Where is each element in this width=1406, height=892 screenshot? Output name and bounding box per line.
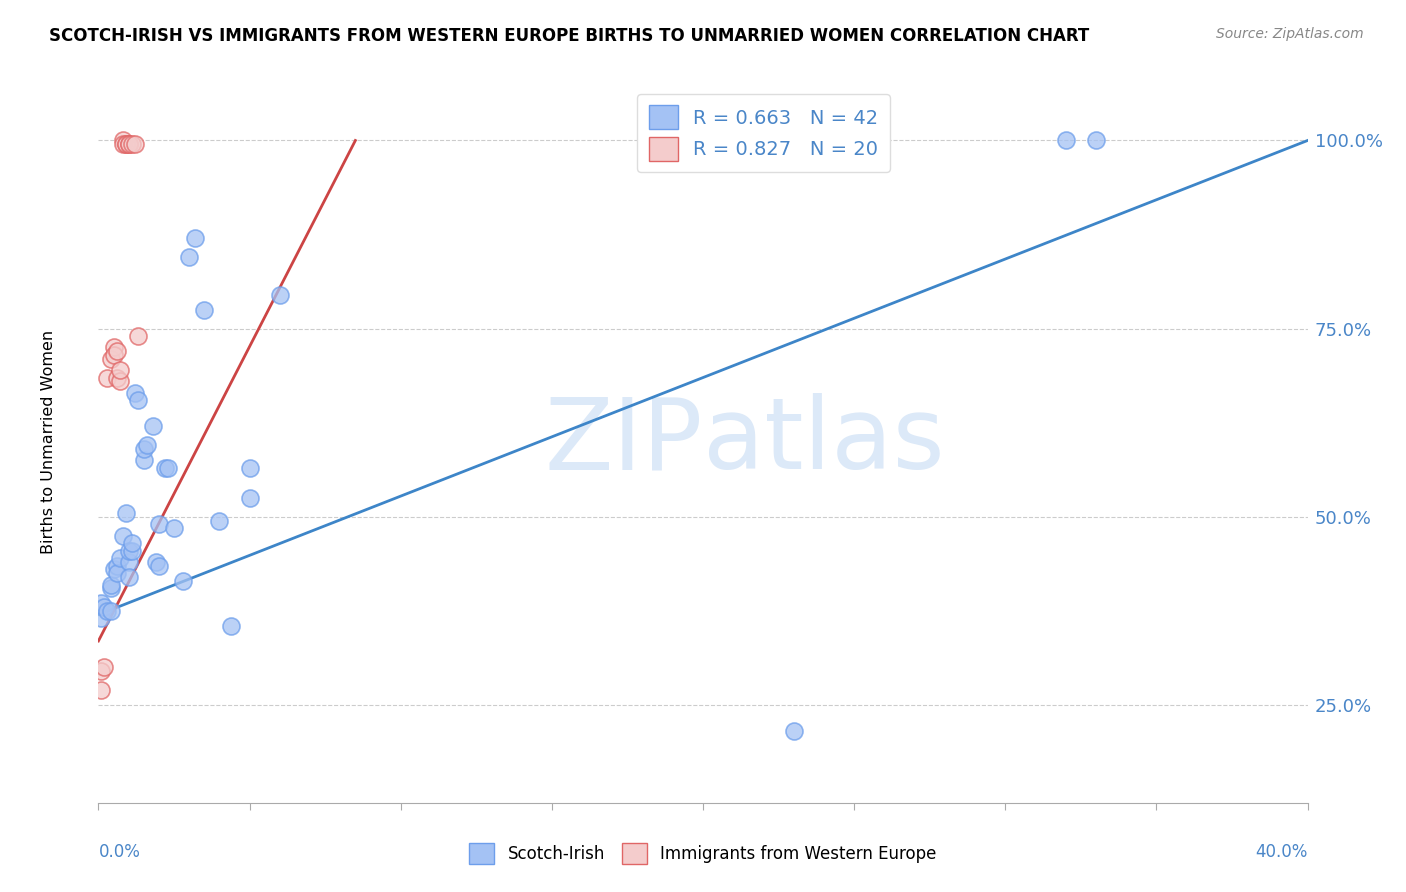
Point bbox=[105, 558, 128, 573]
Point bbox=[783, 724, 806, 739]
Point bbox=[179, 250, 201, 264]
Point bbox=[142, 419, 165, 434]
Point bbox=[172, 574, 194, 588]
Point bbox=[90, 611, 112, 625]
Point bbox=[121, 137, 143, 152]
Point bbox=[148, 517, 170, 532]
Point bbox=[239, 491, 262, 505]
Point bbox=[108, 363, 131, 377]
Point bbox=[156, 461, 179, 475]
Point bbox=[90, 682, 112, 697]
Point bbox=[114, 506, 136, 520]
Point bbox=[221, 619, 243, 633]
Point bbox=[118, 137, 141, 152]
Point bbox=[96, 370, 118, 384]
Point bbox=[118, 543, 141, 558]
Point bbox=[111, 137, 134, 152]
Point bbox=[121, 536, 143, 550]
Point bbox=[1054, 133, 1077, 147]
Point bbox=[111, 528, 134, 542]
Point bbox=[108, 375, 131, 389]
Text: 40.0%: 40.0% bbox=[1256, 843, 1308, 861]
Point bbox=[118, 137, 141, 152]
Legend: R = 0.663   N = 42, R = 0.827   N = 20: R = 0.663 N = 42, R = 0.827 N = 20 bbox=[637, 94, 890, 172]
Point bbox=[124, 385, 146, 400]
Point bbox=[145, 555, 167, 569]
Point bbox=[184, 231, 207, 245]
Point bbox=[105, 344, 128, 359]
Point bbox=[132, 442, 155, 456]
Point bbox=[100, 577, 122, 591]
Point bbox=[105, 370, 128, 384]
Text: SCOTCH-IRISH VS IMMIGRANTS FROM WESTERN EUROPE BIRTHS TO UNMARRIED WOMEN CORRELA: SCOTCH-IRISH VS IMMIGRANTS FROM WESTERN … bbox=[49, 27, 1090, 45]
Text: atlas: atlas bbox=[703, 393, 945, 490]
Point bbox=[118, 570, 141, 584]
Point bbox=[114, 137, 136, 152]
Point bbox=[127, 329, 149, 343]
Point bbox=[124, 137, 146, 152]
Point bbox=[135, 438, 157, 452]
Point bbox=[111, 133, 134, 147]
Point bbox=[1085, 133, 1108, 147]
Point bbox=[90, 664, 112, 678]
Point bbox=[100, 351, 122, 366]
Point bbox=[118, 555, 141, 569]
Text: 0.0%: 0.0% bbox=[98, 843, 141, 861]
Point bbox=[103, 348, 125, 362]
Point bbox=[100, 582, 122, 596]
Point bbox=[103, 562, 125, 576]
Point bbox=[108, 551, 131, 566]
Point bbox=[239, 461, 262, 475]
Text: Births to Unmarried Women: Births to Unmarried Women bbox=[41, 329, 56, 554]
Point bbox=[193, 302, 215, 317]
Point bbox=[96, 604, 118, 618]
Point bbox=[103, 341, 125, 355]
Point bbox=[90, 596, 112, 610]
Point bbox=[153, 461, 176, 475]
Point bbox=[93, 600, 115, 615]
Point bbox=[127, 393, 149, 408]
Text: Source: ZipAtlas.com: Source: ZipAtlas.com bbox=[1216, 27, 1364, 41]
Point bbox=[100, 604, 122, 618]
Point bbox=[114, 137, 136, 152]
Point bbox=[93, 660, 115, 674]
Point bbox=[208, 514, 231, 528]
Point bbox=[163, 521, 186, 535]
Point bbox=[105, 566, 128, 581]
Legend: Scotch-Irish, Immigrants from Western Europe: Scotch-Irish, Immigrants from Western Eu… bbox=[463, 837, 943, 871]
Point bbox=[132, 453, 155, 467]
Point bbox=[148, 558, 170, 573]
Text: ZIP: ZIP bbox=[544, 393, 703, 490]
Point bbox=[269, 287, 291, 301]
Point bbox=[121, 543, 143, 558]
